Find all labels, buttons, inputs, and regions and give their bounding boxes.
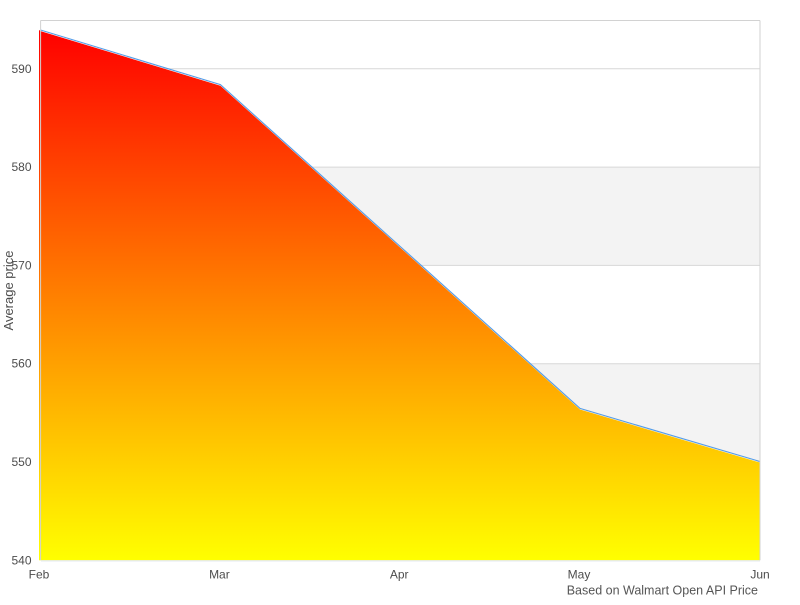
svg-text:Apr: Apr xyxy=(390,568,409,582)
svg-text:550: 550 xyxy=(11,455,31,469)
svg-text:540: 540 xyxy=(11,553,31,567)
svg-text:Jun: Jun xyxy=(750,568,769,582)
svg-text:560: 560 xyxy=(11,357,31,371)
svg-text:590: 590 xyxy=(11,62,31,76)
svg-text:570: 570 xyxy=(11,258,31,272)
svg-text:Mar: Mar xyxy=(209,568,230,582)
svg-text:Feb: Feb xyxy=(29,568,50,582)
svg-text:580: 580 xyxy=(11,160,31,174)
svg-text:May: May xyxy=(568,568,591,582)
svg-text:Based on Walmart Open API Pric: Based on Walmart Open API Price xyxy=(567,584,758,598)
svg-text:Average price: Average price xyxy=(1,251,16,331)
